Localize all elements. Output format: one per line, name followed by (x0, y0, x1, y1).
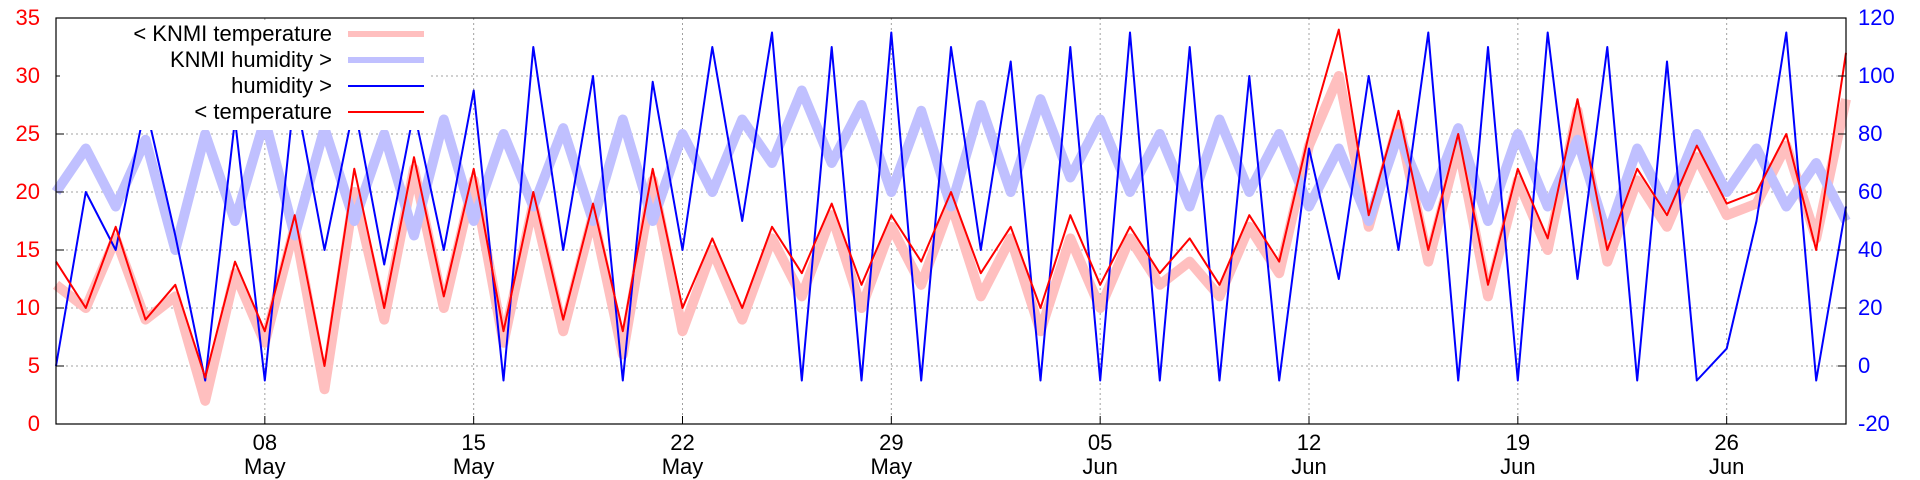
legend-label: < temperature (194, 99, 332, 124)
left-tick-label: 25 (16, 121, 40, 146)
x-tick-month: Jun (1082, 454, 1117, 479)
right-tick-label: 120 (1858, 5, 1895, 30)
series-knmi-humidity (51, 85, 1851, 255)
right-tick-label: -20 (1858, 411, 1890, 436)
x-tick-day: 19 (1506, 430, 1530, 455)
left-tick-label: 30 (16, 63, 40, 88)
right-tick-label: 0 (1858, 353, 1870, 378)
plot-frame (55, 17, 1847, 425)
x-tick-day: 05 (1088, 430, 1112, 455)
right-tick-label: 60 (1858, 179, 1882, 204)
left-tick-label: 35 (16, 5, 40, 30)
x-tick-day: 08 (253, 430, 277, 455)
x-tick-month: May (244, 454, 286, 479)
x-tick-month: May (662, 454, 704, 479)
x-tick-day: 15 (461, 430, 485, 455)
left-tick-label: 0 (28, 411, 40, 436)
x-tick-month: Jun (1500, 454, 1535, 479)
right-axis: -20 0 20 40 60 80 100 120 (1838, 5, 1895, 436)
left-axis: 0 5 10 15 20 25 30 35 (16, 5, 64, 436)
series-temperature (55, 28, 1847, 379)
x-tick-month: May (453, 454, 495, 479)
x-tick-month: May (871, 454, 913, 479)
x-tick-month: Jun (1709, 454, 1744, 479)
legend-label: < KNMI temperature (133, 21, 332, 46)
left-tick-label: 5 (28, 353, 40, 378)
legend-label: humidity > (231, 73, 332, 98)
left-tick-label: 15 (16, 237, 40, 262)
left-tick-label: 20 (16, 179, 40, 204)
right-tick-label: 40 (1858, 237, 1882, 262)
x-tick-day: 26 (1714, 430, 1738, 455)
x-tick-month: Jun (1291, 454, 1326, 479)
x-tick-day: 22 (670, 430, 694, 455)
right-tick-label: 20 (1858, 295, 1882, 320)
x-tick-day: 29 (879, 430, 903, 455)
right-tick-label: 100 (1858, 63, 1895, 88)
left-tick-label: 10 (16, 295, 40, 320)
x-tick-day: 12 (1297, 430, 1321, 455)
legend-label: KNMI humidity > (170, 47, 332, 72)
right-tick-label: 80 (1858, 121, 1882, 146)
